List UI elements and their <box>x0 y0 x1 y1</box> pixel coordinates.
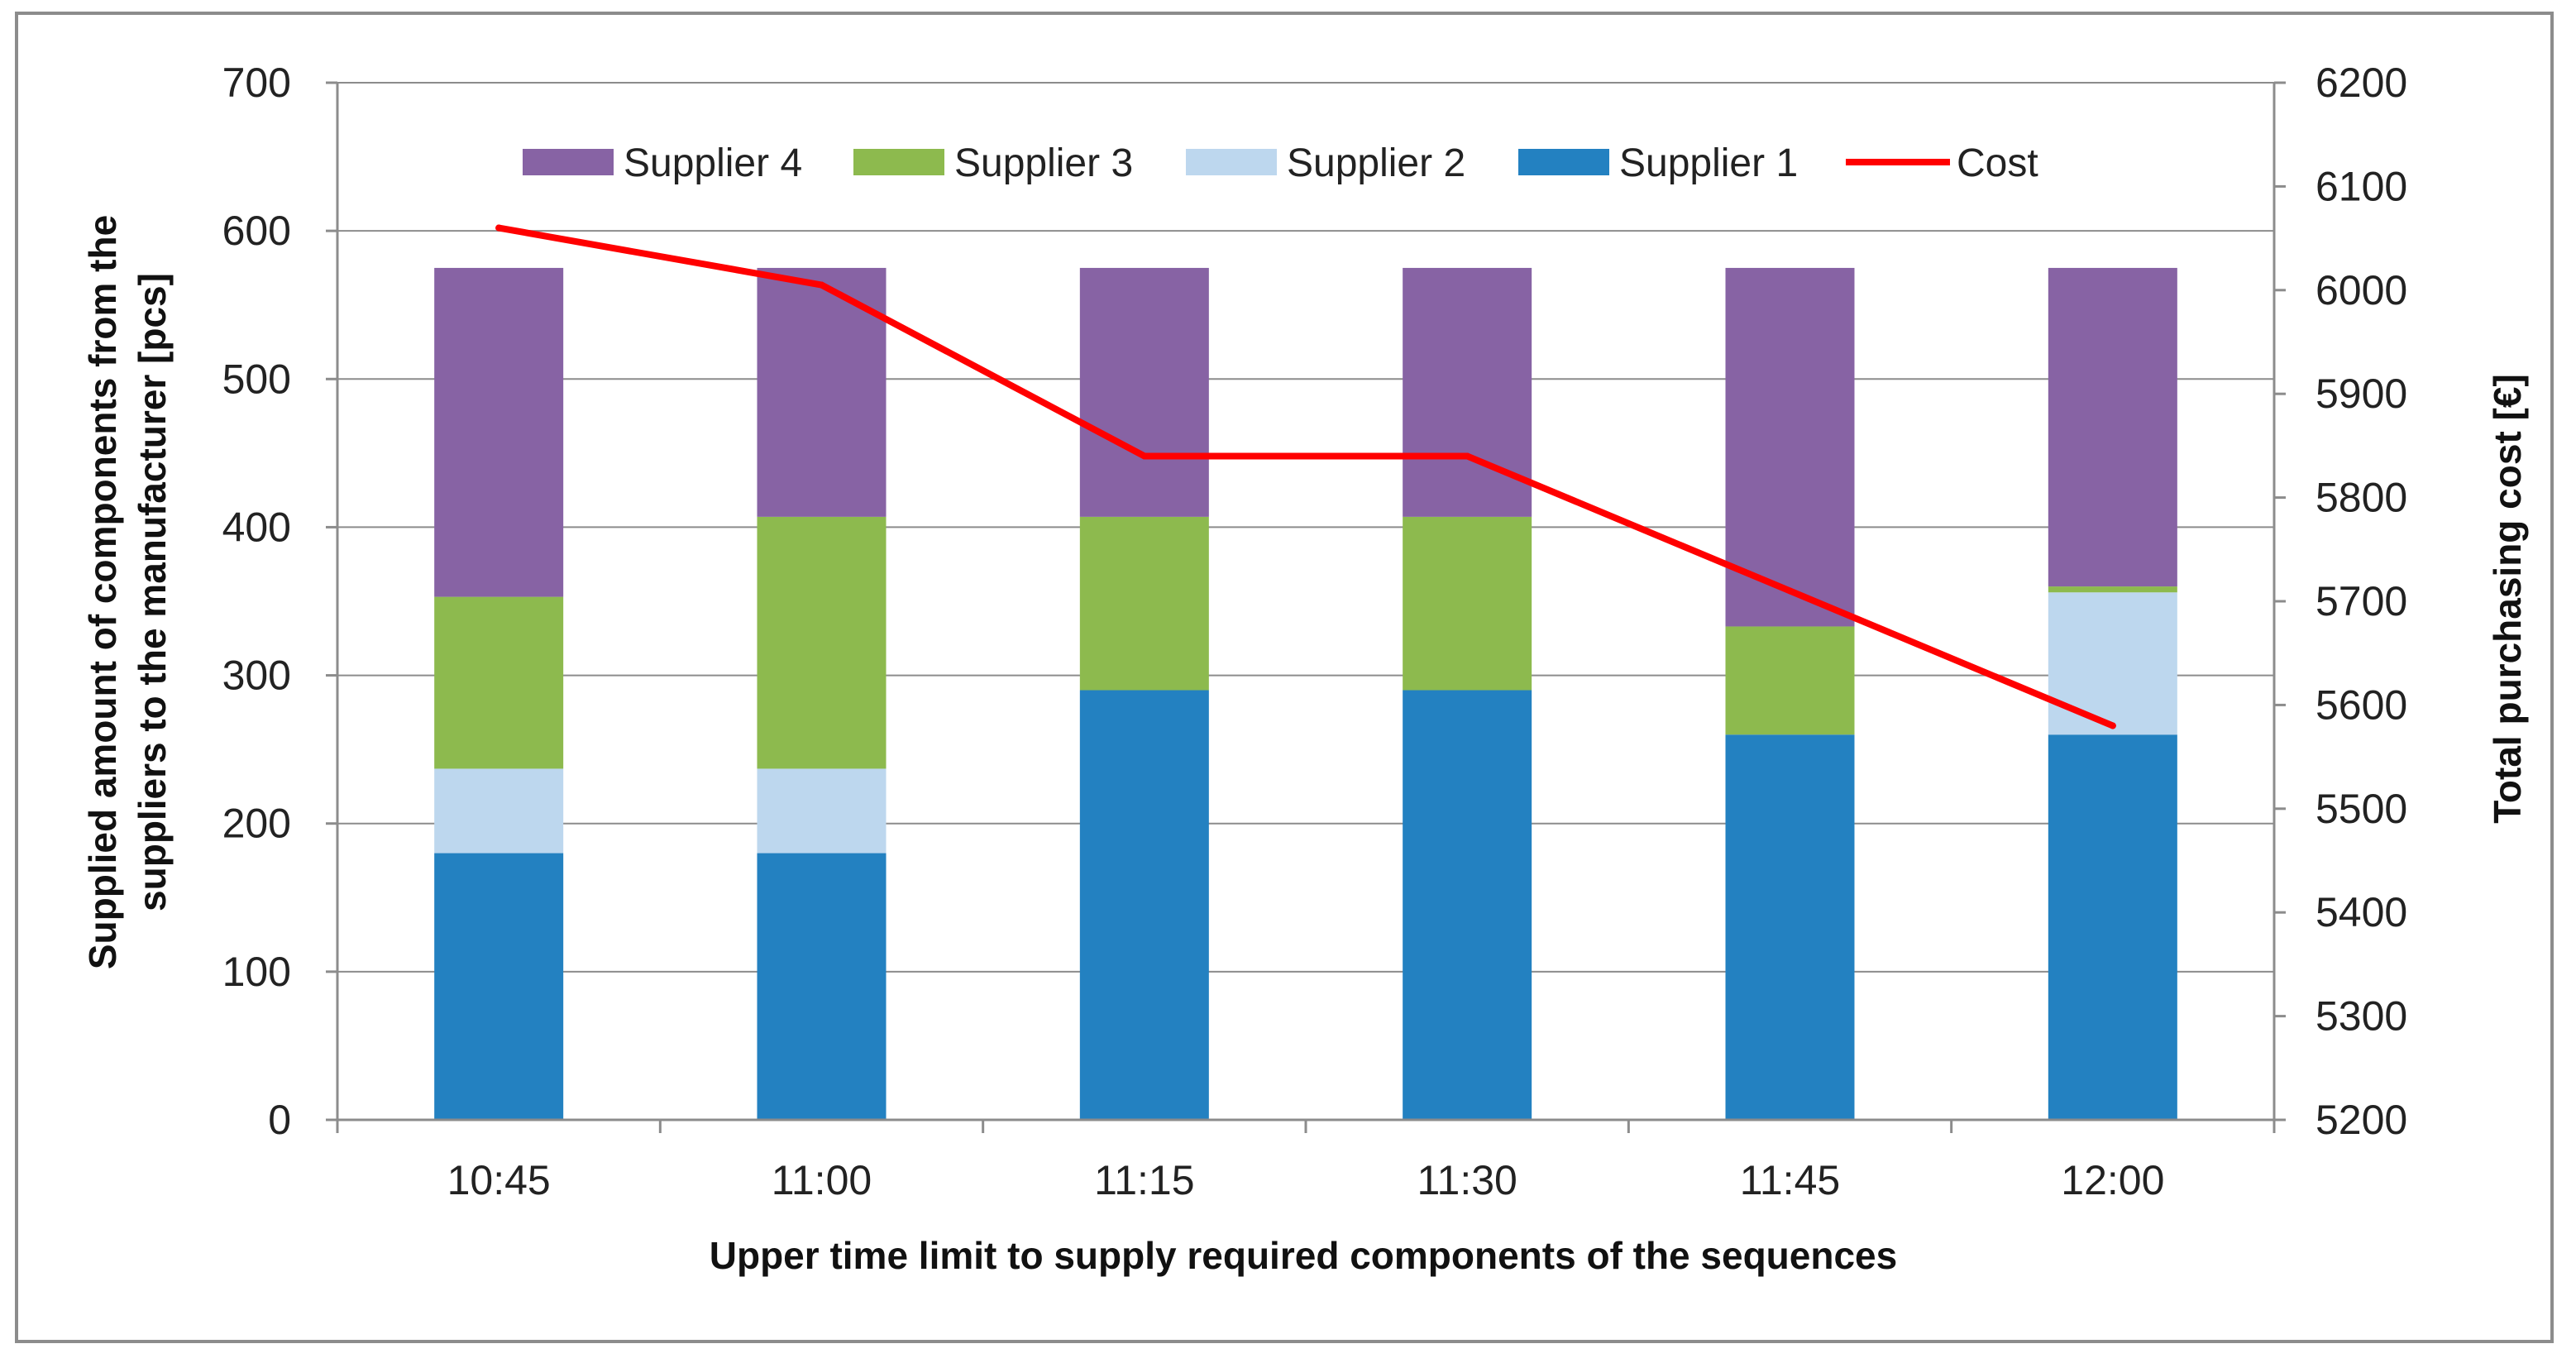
bar-segment <box>2048 734 2177 1120</box>
y2-tick-label: 6000 <box>2316 267 2407 313</box>
bar-segment <box>757 853 887 1120</box>
legend-swatch <box>1518 149 1609 175</box>
legend-swatch <box>853 149 944 175</box>
y-tick-label: 300 <box>222 653 291 699</box>
cost-line <box>495 224 2116 729</box>
cost-point <box>2109 722 2116 729</box>
bar-segment <box>434 267 564 597</box>
y-tick-label: 700 <box>222 60 291 106</box>
bar-segment <box>1079 690 1209 1120</box>
y2-tick-label: 5300 <box>2316 993 2407 1040</box>
x-tick-label: 12:00 <box>2061 1157 2164 1203</box>
y2-axis-title: Total purchasing cost [€] <box>2486 374 2529 824</box>
y-axis-title-line-1: Supplied amount of components from the <box>81 215 124 969</box>
y-tick-label: 100 <box>222 949 291 995</box>
y-axis-title-line-2: suppliers to the manufacturer [pcs] <box>131 273 174 911</box>
axes: 0 100 200 300 400 500 600 700 5200 5300 5400 5500 56… <box>222 60 2408 1203</box>
x-tick-label: 11:00 <box>772 1157 872 1203</box>
cost-point <box>1464 452 1471 460</box>
cost-point <box>495 224 503 232</box>
bar-segment <box>2048 267 2177 587</box>
legend-swatch <box>523 149 614 175</box>
bar-segment <box>434 596 564 769</box>
legend-label: Supplier 1 <box>1619 141 1798 185</box>
legend-label: Supplier 2 <box>1287 141 1465 185</box>
bar-segment <box>2048 592 2177 735</box>
y2-tick-label: 5900 <box>2316 371 2407 417</box>
y2-tick-label: 6100 <box>2316 163 2407 209</box>
bar-segment <box>1403 690 1532 1120</box>
bar-segment <box>1725 626 1855 735</box>
bars <box>434 267 2177 1120</box>
y-tick-label: 200 <box>222 801 291 847</box>
x-axis-title: Upper time limit to supply required comp… <box>710 1234 1897 1277</box>
bar-segment <box>1079 267 1209 517</box>
y2-tick-label: 5600 <box>2316 682 2407 728</box>
bar-segment <box>1725 267 1855 627</box>
y2-tick-label: 5400 <box>2316 889 2407 935</box>
legend-label: Cost <box>1957 141 2038 185</box>
bar-segment <box>1079 516 1209 691</box>
grid-lines <box>337 82 2274 973</box>
y2-tick-label: 5500 <box>2316 786 2407 832</box>
cost-point <box>1140 452 1148 460</box>
x-tick-label: 11:45 <box>1740 1157 1840 1203</box>
x-tick-label: 10:45 <box>447 1157 551 1203</box>
legend-label: Supplier 3 <box>954 141 1133 185</box>
cost-line-path <box>495 224 2116 729</box>
bar-segment <box>434 768 564 854</box>
bar-segment <box>1403 516 1532 691</box>
cost-point <box>818 281 825 289</box>
legend-label: Supplier 4 <box>624 141 802 185</box>
bar-segment <box>2048 586 2177 593</box>
y2-tick-label: 5800 <box>2316 475 2407 521</box>
bar-segment <box>1725 734 1855 1120</box>
bar-segment <box>1403 267 1532 517</box>
bar-segment <box>757 768 887 854</box>
y-tick-label: 0 <box>268 1097 291 1143</box>
y-tick-label: 600 <box>222 208 291 254</box>
legend: Supplier 4 Supplier 3 Supplier 2 Supplier 1… <box>523 141 2038 185</box>
legend-swatch <box>1186 149 1277 175</box>
bar-segment <box>757 516 887 769</box>
y-axis-title: Supplied amount of components from the s… <box>81 215 174 969</box>
y-tick-label: 500 <box>222 356 291 402</box>
y2-tick-label: 5200 <box>2316 1097 2407 1143</box>
y-tick-label: 400 <box>222 504 291 550</box>
x-tick-label: 11:30 <box>1417 1157 1517 1203</box>
cost-point <box>1786 587 1794 595</box>
x-tick-label: 11:15 <box>1094 1157 1194 1203</box>
y2-tick-label: 5700 <box>2316 578 2407 624</box>
y2-tick-label: 6200 <box>2316 60 2407 106</box>
bar-segment <box>434 853 564 1120</box>
